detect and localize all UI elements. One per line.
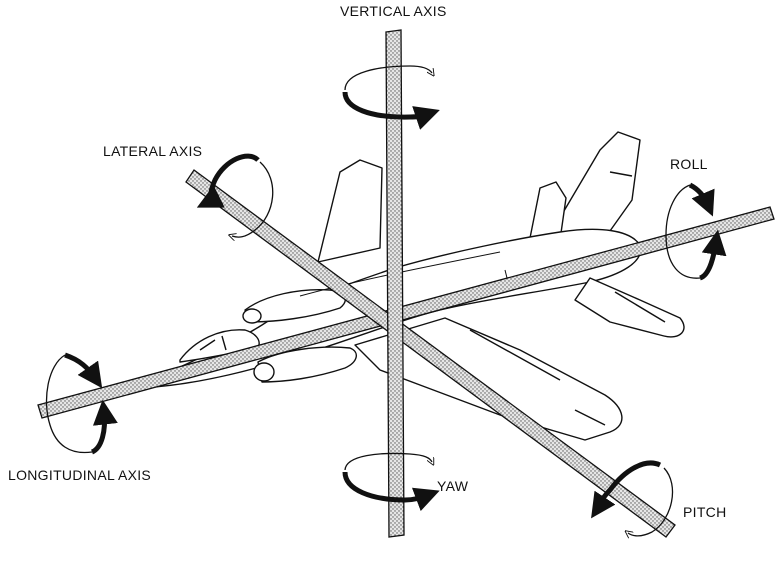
rotation-arrows [45,65,727,536]
left-fin [317,159,383,263]
vertical-axis-bar [385,29,405,538]
vertical-axis-label: VERTICAL AXIS [340,3,447,19]
axes [37,29,775,538]
roll-label: ROLL [670,156,708,172]
canopy [179,329,260,363]
longitudinal-axis-label: LONGITUDINAL AXIS [8,467,152,483]
rotation-arrow-icon [591,460,674,536]
lateral-axis-label: LATERAL AXIS [103,143,203,159]
rotation-arrow-icon [342,65,440,130]
horizontal-stabilizer [574,277,685,338]
lateral-axis-bar [185,169,676,538]
aircraft-outline [139,131,685,441]
rotation-arrow-icon [196,153,274,237]
yaw-label: YAW [437,478,469,494]
rotation-arrow-icon [342,452,440,512]
pitch-label: PITCH [683,504,727,520]
rotation-arrow-icon [45,352,118,455]
longitudinal-axis-bar [37,206,775,419]
lower-engine [257,346,357,383]
rotation-arrow-icon [665,182,727,281]
